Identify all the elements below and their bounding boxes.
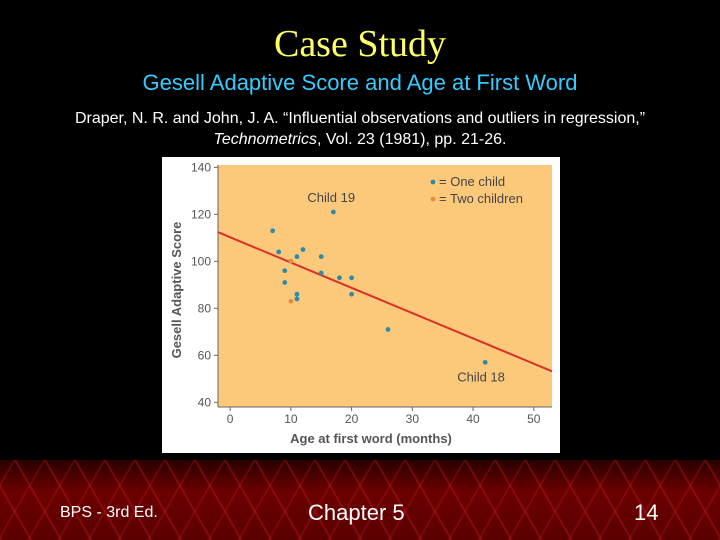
x-tick-label: 50 [527, 412, 541, 426]
legend-item: = One child [439, 174, 505, 189]
citation: Draper, N. R. and John, J. A. “Influenti… [60, 108, 660, 150]
data-point [385, 327, 391, 332]
x-tick-label: 20 [345, 412, 359, 426]
data-point [349, 291, 354, 297]
footer-chapter-label: Chapter 5 [308, 500, 405, 525]
data-point [294, 254, 300, 260]
regression-line [217, 231, 553, 373]
annotation-child-18: Child 18 [457, 369, 505, 384]
data-point [294, 296, 300, 302]
legend-item: = Two children [439, 191, 523, 206]
annotation-child-19: Child 19 [307, 190, 355, 205]
slide-subtitle: Gesell Adaptive Score and Age at First W… [142, 70, 578, 95]
data-point [288, 298, 294, 304]
page-number: 14 [634, 500, 659, 525]
data-point [270, 228, 276, 234]
data-point [282, 268, 288, 274]
x-tick-label: 10 [284, 412, 298, 426]
x-axis-label: Age at first word (months) [290, 431, 452, 446]
data-point [482, 359, 488, 365]
legend-marker [430, 179, 436, 185]
y-tick-label: 140 [191, 160, 211, 174]
data-point [318, 270, 324, 276]
data-point [276, 249, 282, 255]
citation-journal: Technometrics [213, 131, 317, 148]
data-point [349, 275, 354, 281]
citation-authors: Draper, N. R. and John, J. A. “Influenti… [74, 110, 646, 127]
legend-marker [430, 196, 436, 202]
data-point [318, 254, 324, 260]
x-tick-label: 0 [227, 412, 234, 426]
data-point [294, 291, 300, 297]
x-tick-label: 40 [466, 412, 480, 426]
y-tick-label: 120 [191, 207, 211, 221]
plot-area [218, 165, 552, 407]
citation-volume: , Vol. 23 (1981), pp. 21-26. [316, 131, 507, 148]
data-point [337, 275, 342, 281]
y-axis-label: Gesell Adaptive Score [169, 222, 184, 359]
data-point [288, 258, 294, 264]
y-tick-label: 100 [191, 254, 211, 268]
slide-title: Case Study [273, 23, 447, 65]
x-tick-label: 30 [406, 412, 420, 426]
y-tick-label: 60 [198, 348, 212, 362]
footer-bar: BPS - 3rd Ed. Chapter 5 14 [0, 460, 720, 540]
data-point [282, 280, 288, 285]
y-tick-label: 80 [198, 301, 212, 315]
y-tick-label: 40 [198, 395, 212, 409]
scatter-figure: 0 10 20 30 40 50 40 60 80 100 120 140 Age at first w… [162, 157, 560, 453]
data-point [300, 247, 306, 252]
data-point [330, 209, 336, 215]
footer-book-label: BPS - 3rd Ed. [60, 504, 158, 521]
scatter-chart: 0 10 20 30 40 50 40 60 80 100 120 140 Age at first w… [169, 160, 553, 446]
